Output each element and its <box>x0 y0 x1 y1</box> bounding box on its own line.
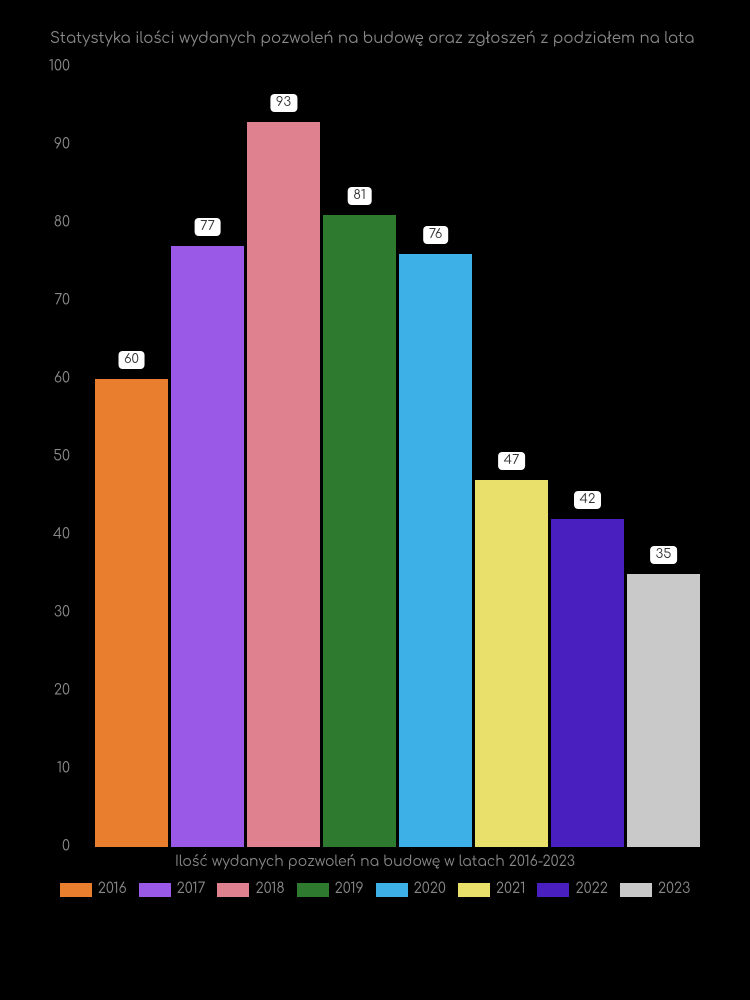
bar-wrapper: 42 <box>551 67 624 847</box>
y-tick: 40 <box>35 528 70 543</box>
legend-item-2019: 2019 <box>297 882 364 897</box>
legend-item-2016: 2016 <box>60 882 127 897</box>
y-tick: 90 <box>35 138 70 153</box>
y-tick: 50 <box>35 450 70 465</box>
legend-item-2022: 2022 <box>537 882 607 897</box>
legend-item-2017: 2017 <box>139 882 206 897</box>
bar-wrapper: 76 <box>399 67 472 847</box>
bar-2021: 47 <box>475 480 548 847</box>
legend: 2016 2017 2018 2019 2020 2021 2022 2023 <box>20 882 730 897</box>
legend-text: 2016 <box>98 882 127 897</box>
bar-value-label: 35 <box>650 546 678 564</box>
bar-wrapper: 47 <box>475 67 548 847</box>
bar-2016: 60 <box>95 379 168 847</box>
bar-value-label: 77 <box>194 218 221 236</box>
legend-text: 2018 <box>255 882 284 897</box>
legend-swatch <box>139 883 171 897</box>
y-tick: 60 <box>35 372 70 387</box>
bar-wrapper: 93 <box>247 67 320 847</box>
y-tick: 20 <box>35 684 70 699</box>
legend-item-2018: 2018 <box>217 882 284 897</box>
bar-wrapper: 81 <box>323 67 396 847</box>
bar-value-label: 81 <box>347 187 372 205</box>
legend-text: 2023 <box>658 882 690 897</box>
legend-text: 2022 <box>575 882 607 897</box>
chart-container: Statystyka ilości wydanych pozwoleń na b… <box>0 0 750 1000</box>
y-tick: 100 <box>35 60 70 75</box>
bar-2023: 35 <box>627 574 700 847</box>
bar-value-label: 47 <box>498 452 526 470</box>
bars-group: 6077938176474235 <box>75 67 720 847</box>
bar-wrapper: 60 <box>95 67 168 847</box>
legend-item-2023: 2023 <box>620 882 690 897</box>
bar-value-label: 60 <box>118 351 145 369</box>
legend-item-2021: 2021 <box>458 882 526 897</box>
legend-text: 2020 <box>414 882 446 897</box>
legend-text: 2019 <box>335 882 364 897</box>
legend-swatch <box>537 883 569 897</box>
legend-swatch <box>376 883 408 897</box>
plot-area: 0102030405060708090100 6077938176474235 <box>75 67 720 847</box>
bar-2022: 42 <box>551 519 624 847</box>
bar-wrapper: 77 <box>171 67 244 847</box>
legend-swatch <box>297 883 329 897</box>
bar-2018: 93 <box>247 122 320 847</box>
y-tick: 70 <box>35 294 70 309</box>
legend-text: 2021 <box>496 882 526 897</box>
legend-swatch <box>60 883 92 897</box>
bar-value-label: 42 <box>574 491 602 509</box>
y-tick: 10 <box>35 762 70 777</box>
bar-2019: 81 <box>323 215 396 847</box>
chart-title: Statystyka ilości wydanych pozwoleń na b… <box>20 30 730 47</box>
y-tick: 80 <box>35 216 70 231</box>
y-tick: 0 <box>35 840 70 855</box>
bar-value-label: 93 <box>270 94 297 112</box>
legend-swatch <box>458 883 490 897</box>
legend-text: 2017 <box>177 882 206 897</box>
y-axis: 0102030405060708090100 <box>35 67 70 847</box>
legend-item-2020: 2020 <box>376 882 446 897</box>
bar-value-label: 76 <box>423 226 449 244</box>
legend-swatch <box>620 883 652 897</box>
y-tick: 30 <box>35 606 70 621</box>
bar-2017: 77 <box>171 246 244 847</box>
legend-swatch <box>217 883 249 897</box>
x-axis-label: Ilość wydanych pozwoleń na budowę w lata… <box>20 855 730 870</box>
bar-2020: 76 <box>399 254 472 847</box>
bar-wrapper: 35 <box>627 67 700 847</box>
